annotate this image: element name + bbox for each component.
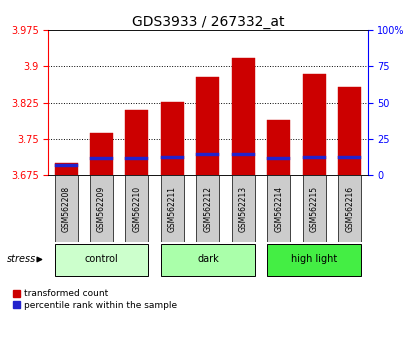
Bar xyxy=(338,87,361,175)
Bar xyxy=(90,133,113,175)
Bar xyxy=(197,153,219,156)
Bar xyxy=(126,157,149,160)
Bar xyxy=(232,175,255,242)
Bar xyxy=(55,244,149,276)
Bar xyxy=(161,175,184,242)
Text: dark: dark xyxy=(197,255,219,264)
Bar xyxy=(161,244,255,276)
Bar xyxy=(126,175,149,242)
Bar xyxy=(90,157,113,160)
Text: GSM562216: GSM562216 xyxy=(345,186,354,232)
Bar xyxy=(338,175,361,242)
Text: GSM562210: GSM562210 xyxy=(132,186,142,232)
Legend: transformed count, percentile rank within the sample: transformed count, percentile rank withi… xyxy=(13,290,177,310)
Bar xyxy=(126,110,149,175)
Bar xyxy=(55,175,78,242)
Bar xyxy=(267,120,290,175)
Text: GSM562212: GSM562212 xyxy=(203,186,213,232)
Text: control: control xyxy=(84,255,118,264)
Title: GDS3933 / 267332_at: GDS3933 / 267332_at xyxy=(131,15,284,29)
Bar xyxy=(55,163,78,175)
Bar xyxy=(338,156,361,159)
Bar xyxy=(303,175,326,242)
Bar xyxy=(303,156,326,159)
Text: stress: stress xyxy=(7,255,37,264)
Bar xyxy=(55,164,78,166)
Bar xyxy=(197,77,219,175)
Bar xyxy=(267,175,290,242)
Text: GSM562214: GSM562214 xyxy=(274,186,284,232)
Bar xyxy=(161,102,184,175)
Bar xyxy=(267,157,290,160)
Bar xyxy=(90,175,113,242)
Bar xyxy=(197,175,219,242)
Text: GSM562209: GSM562209 xyxy=(97,186,106,232)
Text: high light: high light xyxy=(291,255,337,264)
Text: GSM562213: GSM562213 xyxy=(239,186,248,232)
Bar xyxy=(232,154,255,156)
Bar xyxy=(267,244,361,276)
Text: GSM562208: GSM562208 xyxy=(62,186,71,232)
Bar xyxy=(161,156,184,159)
Bar xyxy=(232,58,255,175)
Bar xyxy=(303,74,326,175)
Text: GSM562215: GSM562215 xyxy=(310,186,319,232)
Text: GSM562211: GSM562211 xyxy=(168,186,177,232)
